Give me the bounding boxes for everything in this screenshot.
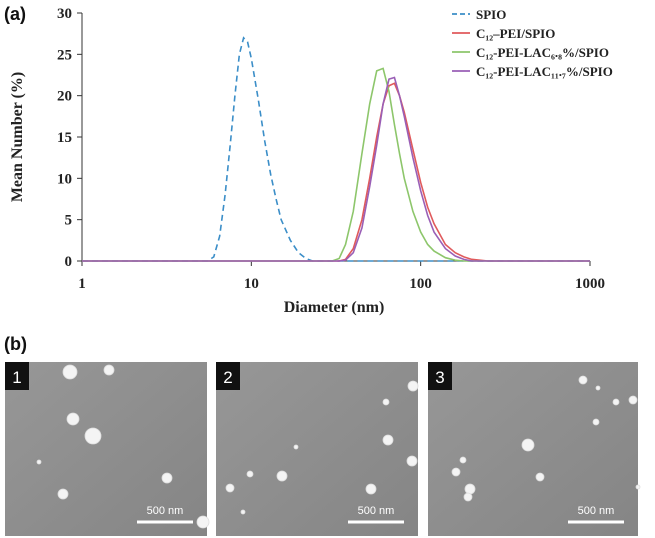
particle [635, 484, 641, 490]
image-label: 1 [12, 368, 21, 387]
x-tick-label: 1000 [575, 276, 605, 292]
particle [535, 472, 545, 482]
particle [276, 470, 288, 482]
particle [592, 418, 600, 426]
image-label-box [216, 362, 240, 390]
sem-image: 3 500 nm [428, 362, 641, 536]
sem-image: 2 500 nm [216, 362, 419, 536]
particle [463, 492, 473, 502]
particle [103, 364, 115, 376]
image-background [216, 362, 418, 536]
x-axis-title: Diameter (nm) [284, 299, 385, 316]
y-tick-label: 10 [57, 171, 72, 187]
particle [225, 483, 235, 493]
scale-bar-label: 500 nm [578, 505, 615, 517]
particle [612, 398, 620, 406]
series-line [82, 76, 590, 262]
legend-label: C₁₂-PEI-LAC₁₁.₇%/SPIO [476, 64, 613, 79]
legend-label: C₁₂-PEI-LAC₆.₈%/SPIO [476, 45, 609, 60]
x-tick-label: 100 [409, 276, 432, 292]
legend-label: C₁₂–PEI/SPIO [476, 26, 555, 41]
particle [382, 398, 390, 406]
particle [36, 459, 42, 465]
x-tick-label: 10 [244, 276, 259, 292]
series-line [82, 67, 590, 262]
particle [578, 375, 588, 385]
particle [246, 470, 254, 478]
particle [407, 380, 419, 392]
particle [406, 455, 418, 467]
particle [382, 434, 394, 446]
y-axis-title: Mean Number (%) [9, 72, 26, 202]
series-line [82, 82, 590, 262]
image-background [428, 362, 638, 536]
x-tick-label: 1 [78, 276, 86, 292]
panel-label: (b) [4, 334, 27, 354]
image-label: 3 [435, 368, 444, 387]
particle [464, 483, 476, 495]
sem-image: 1 500 nm [5, 362, 210, 536]
particle [161, 472, 173, 484]
scale-bar-label: 500 nm [358, 505, 395, 517]
y-tick-label: 30 [57, 6, 72, 22]
particle [66, 412, 80, 426]
scale-bar-label: 500 nm [147, 505, 184, 517]
particle [365, 483, 377, 495]
y-tick-label: 5 [65, 213, 73, 229]
particle [293, 444, 299, 450]
image-label: 2 [223, 368, 232, 387]
particle [62, 364, 78, 380]
particle [196, 515, 210, 529]
particle [57, 488, 69, 500]
particle [595, 385, 601, 391]
particle [521, 438, 535, 452]
image-label-box [428, 362, 452, 390]
image-background [5, 362, 207, 536]
particle [628, 395, 638, 405]
y-tick-label: 15 [57, 130, 72, 146]
particle [459, 456, 467, 464]
particle [240, 509, 246, 515]
y-tick-label: 25 [57, 47, 72, 63]
particle [451, 467, 461, 477]
y-tick-label: 0 [65, 254, 73, 270]
panel-label: (a) [4, 4, 26, 24]
image-label-box [5, 362, 29, 390]
y-tick-label: 20 [57, 89, 72, 105]
legend-label: SPIO [476, 7, 506, 22]
particle [84, 427, 102, 445]
